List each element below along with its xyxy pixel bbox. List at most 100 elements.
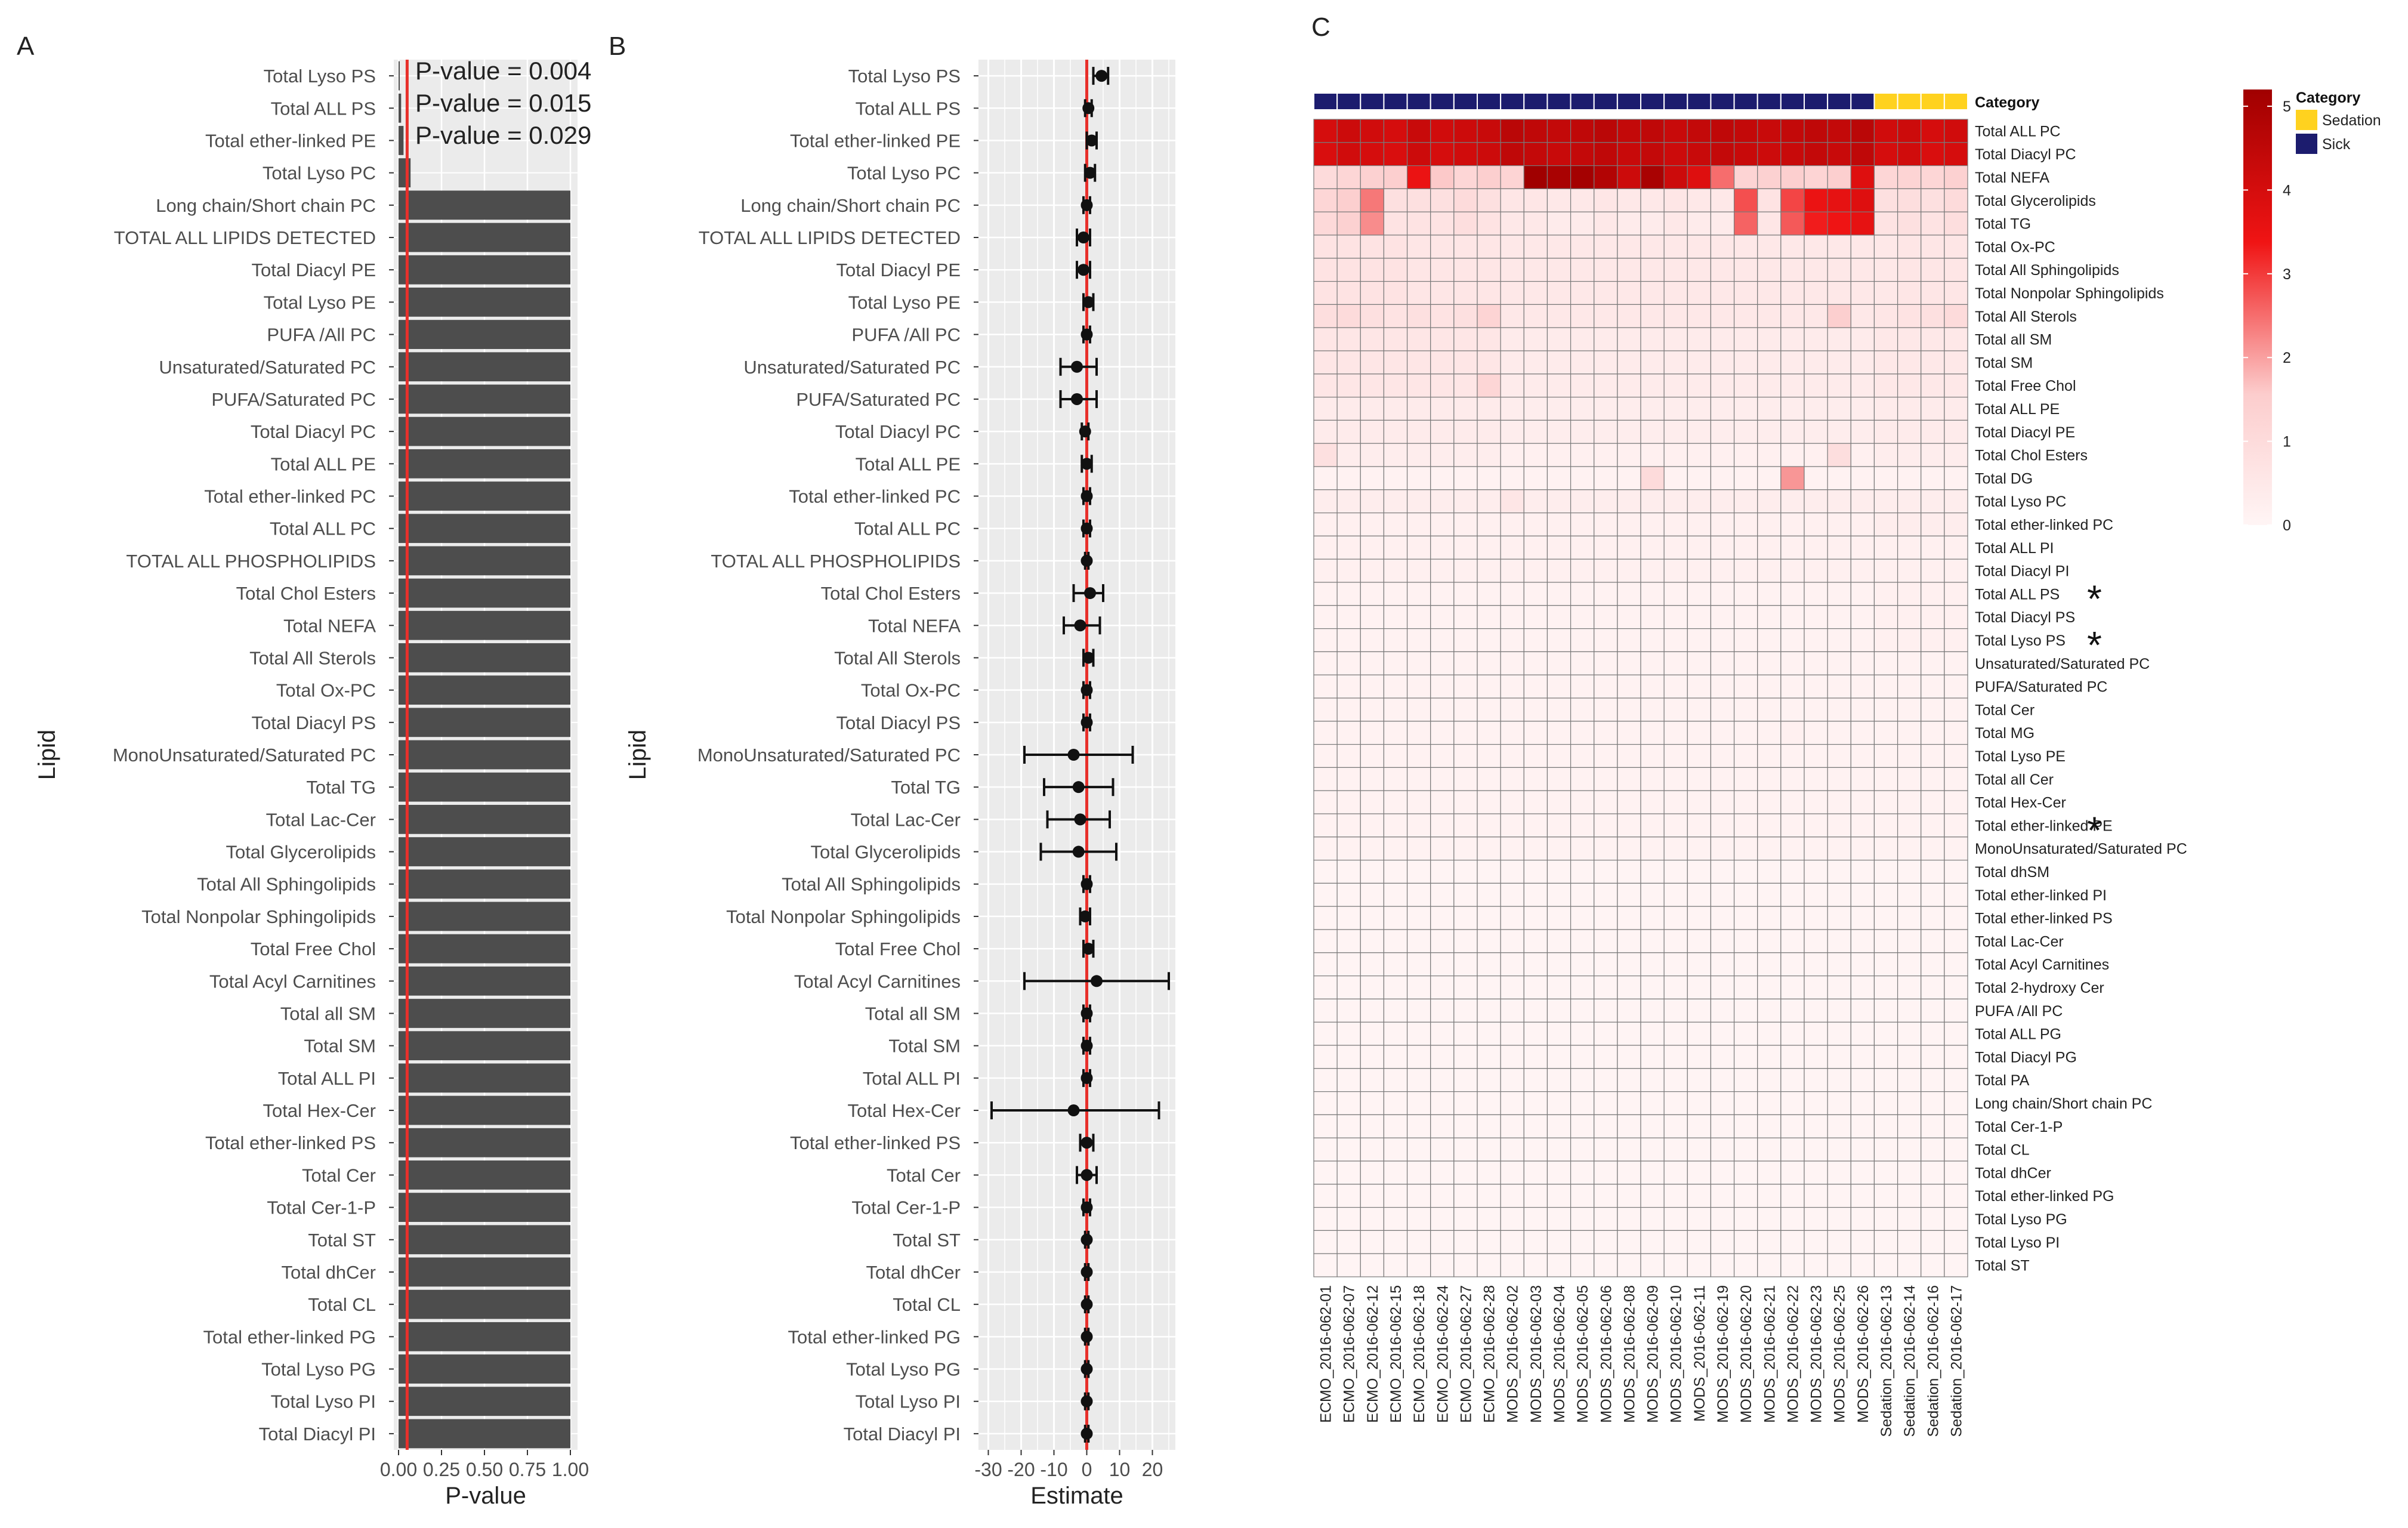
panel-c-heat-cell — [1897, 836, 1922, 861]
panel-c-heat-cell — [1804, 1160, 1828, 1185]
panel-c-heat-cell — [1430, 535, 1455, 560]
panel-c-heat-cell — [1921, 119, 1945, 143]
panel-c-heat-cell — [1733, 1091, 1758, 1115]
panel-c-category-cell — [1780, 92, 1805, 110]
panel-c-heat-cell — [1850, 651, 1875, 675]
panel-c-heat-cell — [1733, 1253, 1758, 1277]
panel-c-heat-cell — [1921, 304, 1945, 328]
panel-c-heat-cell — [1594, 1068, 1618, 1092]
panel-c-heat-cell — [1640, 188, 1665, 212]
panel-c-heat-cell — [1944, 906, 1968, 930]
panel-c-heat-cell — [1827, 743, 1851, 768]
panel-c-heat-cell — [1944, 1091, 1968, 1115]
panel-c-heat-cell — [1313, 998, 1338, 1023]
panel-c-heat-cell — [1570, 697, 1595, 722]
panel-c-heat-cell — [1617, 327, 1641, 351]
panel-c-heat-cell — [1406, 929, 1431, 953]
panel-c-heat-cell — [1921, 1021, 1945, 1046]
panel-c-heat-cell — [1360, 396, 1385, 421]
panel-c-heat-cell — [1500, 628, 1524, 652]
panel-c-heat-cell — [1710, 512, 1735, 536]
panel-c-category-cell — [1406, 92, 1431, 110]
panel-c-heat-cell — [1430, 813, 1455, 838]
panel-c-heat-cell — [1313, 489, 1338, 514]
panel-c-heat-cell — [1921, 396, 1945, 421]
panel-c-heat-cell — [1640, 582, 1665, 606]
panel-c-heat-cell — [1640, 419, 1665, 444]
panel-c-category-cell — [1804, 92, 1829, 110]
panel-c-heat-cell — [1850, 952, 1875, 977]
panel-c-heat-cell — [1617, 489, 1641, 514]
panel-c-row-label: Total Lyso PI — [1975, 1234, 2060, 1251]
panel-c-heat-cell — [1710, 1206, 1735, 1231]
panel-c-heat-cell — [1921, 466, 1945, 490]
panel-c-row-label: PUFA/Saturated PC — [1975, 679, 2107, 696]
panel-c-row-label: Total TG — [1975, 216, 2031, 233]
panel-c-heat-cell — [1453, 142, 1478, 166]
panel-c-heat-cell — [1687, 1068, 1712, 1092]
panel-c-heat-cell — [1594, 1184, 1618, 1208]
panel-c-heat-cell — [1430, 975, 1455, 999]
panel-c-heat-cell — [1594, 1045, 1618, 1069]
panel-c-heat-cell — [1477, 1160, 1501, 1185]
panel-c-heat-cell — [1780, 1021, 1805, 1046]
panel-c-heat-cell — [1406, 1068, 1431, 1092]
panel-c-heat-cell — [1873, 952, 1898, 977]
panel-c-heat-cell — [1640, 119, 1665, 143]
panel-c-heat-cell — [1617, 1184, 1641, 1208]
panel-c-heat-cell — [1827, 1045, 1851, 1069]
panel-c-heat-cell — [1921, 859, 1945, 884]
panel-c-heat-cell — [1804, 142, 1828, 166]
panel-c-heat-cell — [1313, 142, 1338, 166]
panel-b-category-label: Total Lyso PG — [846, 1359, 961, 1380]
panel-c-heat-cell — [1500, 1021, 1524, 1046]
panel-a-x-tick-label: 0.75 — [509, 1459, 546, 1480]
panel-c-heat-cell — [1313, 1206, 1338, 1231]
panel-c-row-label: Total All Sphingolipids — [1975, 262, 2119, 279]
panel-c-heat-cell — [1383, 327, 1408, 351]
panel-c-heat-cell — [1827, 142, 1851, 166]
panel-c-heat-cell — [1733, 859, 1758, 884]
panel-a-bar — [399, 223, 570, 252]
panel-c-heat-cell — [1897, 790, 1922, 814]
panel-c-heat-cell — [1850, 1114, 1875, 1138]
panel-c-heat-cell — [1313, 952, 1338, 977]
panel-c-heat-cell — [1873, 697, 1898, 722]
panel-c-heat-cell — [1570, 790, 1595, 814]
panel-c-heat-cell — [1570, 304, 1595, 328]
panel-c-heat-cell — [1360, 258, 1385, 282]
panel-c-heat-cell — [1336, 882, 1361, 907]
panel-c-heat-cell — [1921, 258, 1945, 282]
panel-c-heat-cell — [1944, 836, 1968, 861]
panel-c-heat-cell — [1757, 836, 1782, 861]
panel-c-heat-cell — [1921, 906, 1945, 930]
panel-c-heat-cell — [1360, 1230, 1385, 1254]
panel-c-heat-cell — [1617, 1137, 1641, 1162]
panel-c-heat-cell — [1336, 211, 1361, 236]
panel-c-heat-cell — [1477, 836, 1501, 861]
panel-c-column-label: MODS_2016-062-25 — [1832, 1285, 1848, 1423]
panel-c-heat-cell — [1757, 489, 1782, 514]
panel-c-heat-cell — [1313, 165, 1338, 190]
panel-c-heat-cell — [1804, 535, 1828, 560]
panel-c-heat-cell — [1710, 605, 1735, 629]
panel-c-heat-cell — [1336, 281, 1361, 305]
panel-c-heat-cell — [1710, 396, 1735, 421]
panel-c-heat-cell — [1523, 1206, 1548, 1231]
panel-c-heat-cell — [1780, 929, 1805, 953]
panel-c-heat-cell — [1313, 304, 1338, 328]
panel-c-heat-cell — [1827, 1068, 1851, 1092]
panel-c-heat-cell — [1757, 142, 1782, 166]
panel-c-heat-cell — [1687, 1253, 1712, 1277]
panel-c-heat-cell — [1663, 882, 1688, 907]
panel-c-heat-cell — [1710, 188, 1735, 212]
panel-c-heat-cell — [1663, 558, 1688, 583]
panel-c-heat-cell — [1523, 1230, 1548, 1254]
panel-c-row-label: Total Chol Esters — [1975, 447, 2088, 464]
panel-c-heat-cell — [1453, 558, 1478, 583]
panel-c-heat-cell — [1827, 234, 1851, 259]
panel-c-heat-cell — [1570, 743, 1595, 768]
panel-a-x-tick-label: 0.00 — [380, 1459, 417, 1480]
panel-c-heat-cell — [1336, 1184, 1361, 1208]
panel-b-point — [1080, 1039, 1093, 1052]
